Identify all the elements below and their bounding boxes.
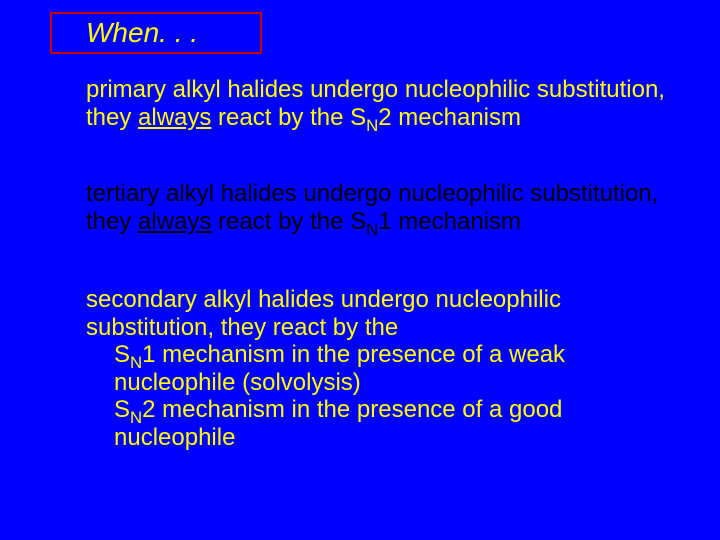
paragraph-primary: primary alkyl halides undergo nucleophil… [86,76,670,131]
line-sn1: SN1 mechanism in the presence of a weak … [114,341,670,396]
text: S [114,341,130,368]
text: 1 mechanism [378,208,521,235]
text: 1 mechanism in the presence of a weak nu… [114,341,565,396]
line-sn2: SN2 mechanism in the presence of a good … [114,396,670,451]
subscript-n: N [366,219,378,238]
paragraph-tertiary: tertiary alkyl halides undergo nucleophi… [86,180,670,235]
heading-text: When. . . [86,17,198,49]
underline-always: always [138,208,211,235]
text: 2 mechanism in the presence of a good nu… [114,396,562,451]
text: S [114,396,130,423]
underline-always: always [138,104,211,131]
text: react by the S [211,104,366,131]
heading-box: When. . . [50,12,262,54]
paragraph-secondary: secondary alkyl halides undergo nucleoph… [86,286,670,452]
line-intro: secondary alkyl halides undergo nucleoph… [86,286,670,341]
text: 2 mechanism [378,104,521,131]
text: react by the S [211,208,366,235]
subscript-n: N [366,115,378,134]
